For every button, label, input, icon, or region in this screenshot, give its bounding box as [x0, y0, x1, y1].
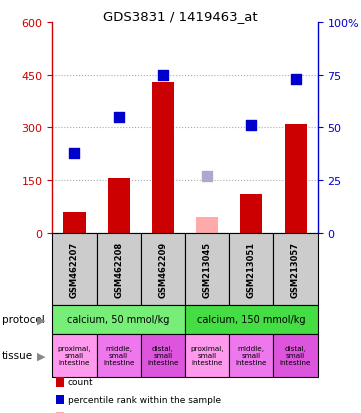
Text: ▶: ▶ [37, 315, 46, 325]
Bar [196, 218, 218, 233]
Text: protocol: protocol [2, 315, 44, 325]
Text: percentile rank within the sample: percentile rank within the sample [68, 395, 221, 404]
Point [248, 123, 254, 129]
Text: value, Detection Call = ABSENT: value, Detection Call = ABSENT [68, 412, 211, 413]
Text: calcium, 150 mmol/kg: calcium, 150 mmol/kg [197, 315, 306, 325]
Bar [284, 125, 306, 233]
Text: GSM213045: GSM213045 [203, 242, 212, 297]
Text: GSM213051: GSM213051 [247, 242, 256, 297]
Text: tissue: tissue [2, 350, 33, 361]
Text: count: count [68, 377, 93, 387]
Text: proximal,
small
intestine: proximal, small intestine [190, 345, 224, 366]
Text: GSM213057: GSM213057 [291, 242, 300, 297]
Bar [152, 82, 174, 233]
Text: GDS3831 / 1419463_at: GDS3831 / 1419463_at [103, 10, 258, 23]
Text: distal,
small
intestine: distal, small intestine [280, 345, 311, 366]
Point [160, 72, 166, 78]
Bar [240, 195, 262, 233]
Text: middle,
small
intestine: middle, small intestine [236, 345, 267, 366]
Bar [108, 179, 130, 233]
Text: calcium, 50 mmol/kg: calcium, 50 mmol/kg [68, 315, 170, 325]
Point [116, 114, 122, 121]
Text: middle,
small
intestine: middle, small intestine [103, 345, 134, 366]
Point [71, 150, 77, 157]
Text: ▶: ▶ [37, 350, 46, 361]
Text: GSM462208: GSM462208 [114, 242, 123, 297]
Point [204, 173, 210, 180]
Text: distal,
small
intestine: distal, small intestine [147, 345, 179, 366]
Text: proximal,
small
intestine: proximal, small intestine [58, 345, 91, 366]
Bar [64, 212, 86, 233]
Text: GSM462209: GSM462209 [158, 242, 168, 297]
Point [293, 76, 299, 83]
Text: GSM462207: GSM462207 [70, 242, 79, 297]
